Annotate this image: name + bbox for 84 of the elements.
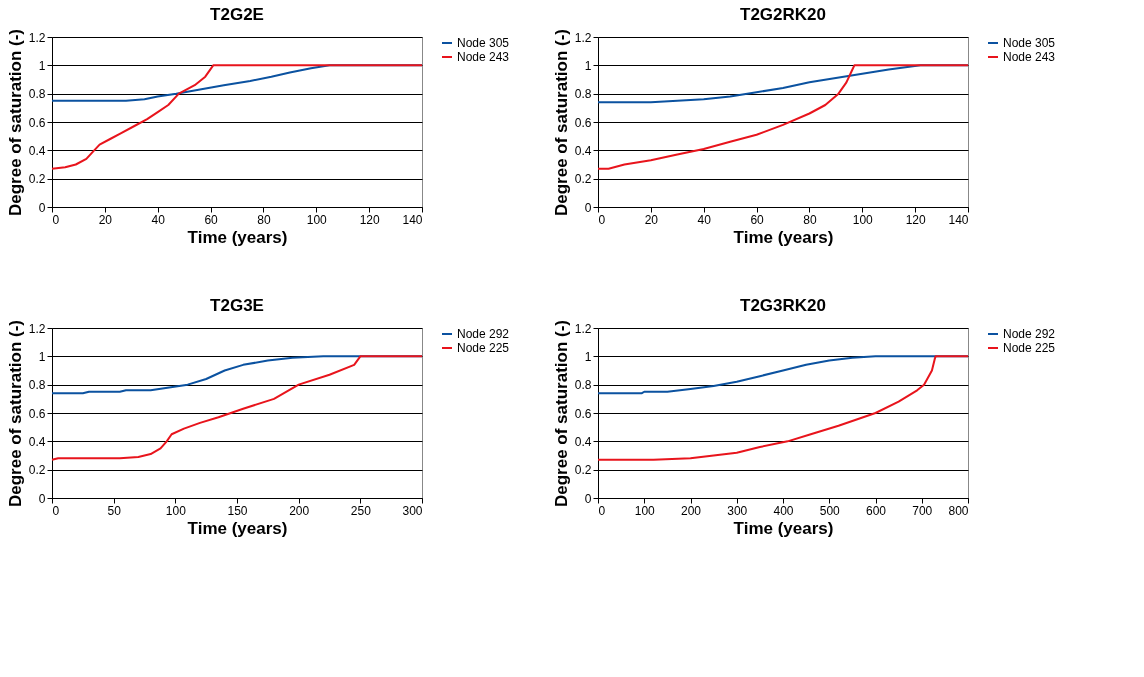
x-tick-label: 80 bbox=[803, 212, 817, 227]
legend-label: Node 305 bbox=[457, 36, 510, 50]
x-tick-label: 120 bbox=[905, 212, 926, 227]
y-tick-label: 0.2 bbox=[28, 172, 46, 187]
x-tick-label: 700 bbox=[912, 503, 933, 518]
line-series bbox=[51, 355, 423, 461]
line-series bbox=[51, 64, 423, 170]
x-axis-title: Time (years) bbox=[187, 227, 288, 247]
y-tick-label: 0 bbox=[584, 200, 592, 215]
x-tick-label: 80 bbox=[257, 212, 271, 227]
legend-label: Node 225 bbox=[1003, 341, 1056, 355]
x-tick-label: 20 bbox=[98, 212, 113, 227]
line-series bbox=[597, 64, 969, 170]
chart-title: T2G2E bbox=[210, 5, 264, 25]
y-tick-label: 0.6 bbox=[28, 115, 46, 130]
y-tick-label: 0.8 bbox=[28, 87, 46, 102]
y-tick-label: 1 bbox=[584, 58, 592, 73]
chart-title: T2G3RK20 bbox=[740, 296, 826, 316]
y-tick-label: 0.4 bbox=[28, 434, 46, 449]
x-tick-label: 40 bbox=[151, 212, 166, 227]
legend-label: Node 243 bbox=[457, 50, 510, 64]
x-axis-title: Time (years) bbox=[733, 227, 834, 247]
y-axis-title: Degree of saturation (-) bbox=[551, 28, 571, 217]
y-tick-label: 0 bbox=[38, 491, 46, 506]
legend-label: Node 292 bbox=[457, 327, 510, 341]
x-tick-label: 100 bbox=[165, 503, 187, 518]
y-tick-label: 0.8 bbox=[574, 87, 592, 102]
x-tick-label: 100 bbox=[852, 212, 874, 227]
y-tick-label: 0.2 bbox=[574, 172, 592, 187]
x-tick-label: 200 bbox=[289, 503, 310, 518]
x-tick-label: 0 bbox=[52, 212, 60, 227]
x-tick-label: 100 bbox=[634, 503, 656, 518]
x-tick-label: 200 bbox=[680, 503, 702, 518]
y-tick-label: 0.4 bbox=[574, 143, 592, 158]
y-tick-label: 0 bbox=[38, 200, 46, 215]
x-tick-label: 300 bbox=[727, 503, 748, 518]
y-tick-label: 0.2 bbox=[28, 463, 46, 478]
x-tick-label: 60 bbox=[204, 212, 219, 227]
x-tick-label: 20 bbox=[644, 212, 659, 227]
legend-label: Node 225 bbox=[457, 341, 510, 355]
y-tick-label: 1.2 bbox=[28, 30, 46, 45]
y-tick-label: 1.2 bbox=[574, 321, 592, 336]
x-tick-label: 150 bbox=[227, 503, 248, 518]
y-tick-label: 0.8 bbox=[574, 378, 592, 393]
x-tick-label: 800 bbox=[948, 503, 969, 518]
y-tick-label: 1 bbox=[38, 58, 46, 73]
y-tick-label: 0.6 bbox=[28, 406, 46, 421]
x-axis-title: Time (years) bbox=[187, 518, 288, 538]
chart-title: T2G3E bbox=[210, 296, 264, 316]
legend-label: Node 305 bbox=[1003, 36, 1056, 50]
legend-label: Node 292 bbox=[1003, 327, 1056, 341]
legend-label: Node 243 bbox=[1003, 50, 1056, 64]
chart-title: T2G2RK20 bbox=[740, 5, 826, 25]
x-tick-label: 250 bbox=[350, 503, 372, 518]
x-axis-title: Time (years) bbox=[733, 518, 834, 538]
y-tick-label: 1.2 bbox=[28, 321, 46, 336]
x-tick-label: 60 bbox=[750, 212, 765, 227]
line-series bbox=[597, 355, 969, 461]
y-axis-title: Degree of saturation (-) bbox=[5, 28, 25, 217]
y-axis-title: Degree of saturation (-) bbox=[5, 319, 25, 508]
y-tick-label: 0 bbox=[584, 491, 592, 506]
x-tick-label: 140 bbox=[948, 212, 969, 227]
y-tick-label: 1.2 bbox=[574, 30, 592, 45]
x-tick-label: 600 bbox=[865, 503, 887, 518]
x-tick-label: 140 bbox=[402, 212, 423, 227]
y-tick-label: 0.8 bbox=[28, 378, 46, 393]
y-tick-label: 1 bbox=[38, 349, 46, 364]
y-tick-label: 0.2 bbox=[574, 463, 592, 478]
x-tick-label: 0 bbox=[598, 503, 606, 518]
x-tick-label: 50 bbox=[107, 503, 122, 518]
x-tick-label: 100 bbox=[306, 212, 328, 227]
x-tick-label: 500 bbox=[819, 503, 841, 518]
y-tick-label: 0.6 bbox=[574, 115, 592, 130]
y-tick-label: 0.4 bbox=[28, 143, 46, 158]
x-tick-label: 40 bbox=[697, 212, 712, 227]
y-tick-label: 0.6 bbox=[574, 406, 592, 421]
y-tick-label: 1 bbox=[584, 349, 592, 364]
x-tick-label: 0 bbox=[52, 503, 60, 518]
x-tick-label: 400 bbox=[773, 503, 794, 518]
x-tick-label: 300 bbox=[402, 503, 423, 518]
x-tick-label: 0 bbox=[598, 212, 606, 227]
y-tick-label: 0.4 bbox=[574, 434, 592, 449]
x-tick-label: 120 bbox=[359, 212, 380, 227]
y-axis-title: Degree of saturation (-) bbox=[551, 319, 571, 508]
